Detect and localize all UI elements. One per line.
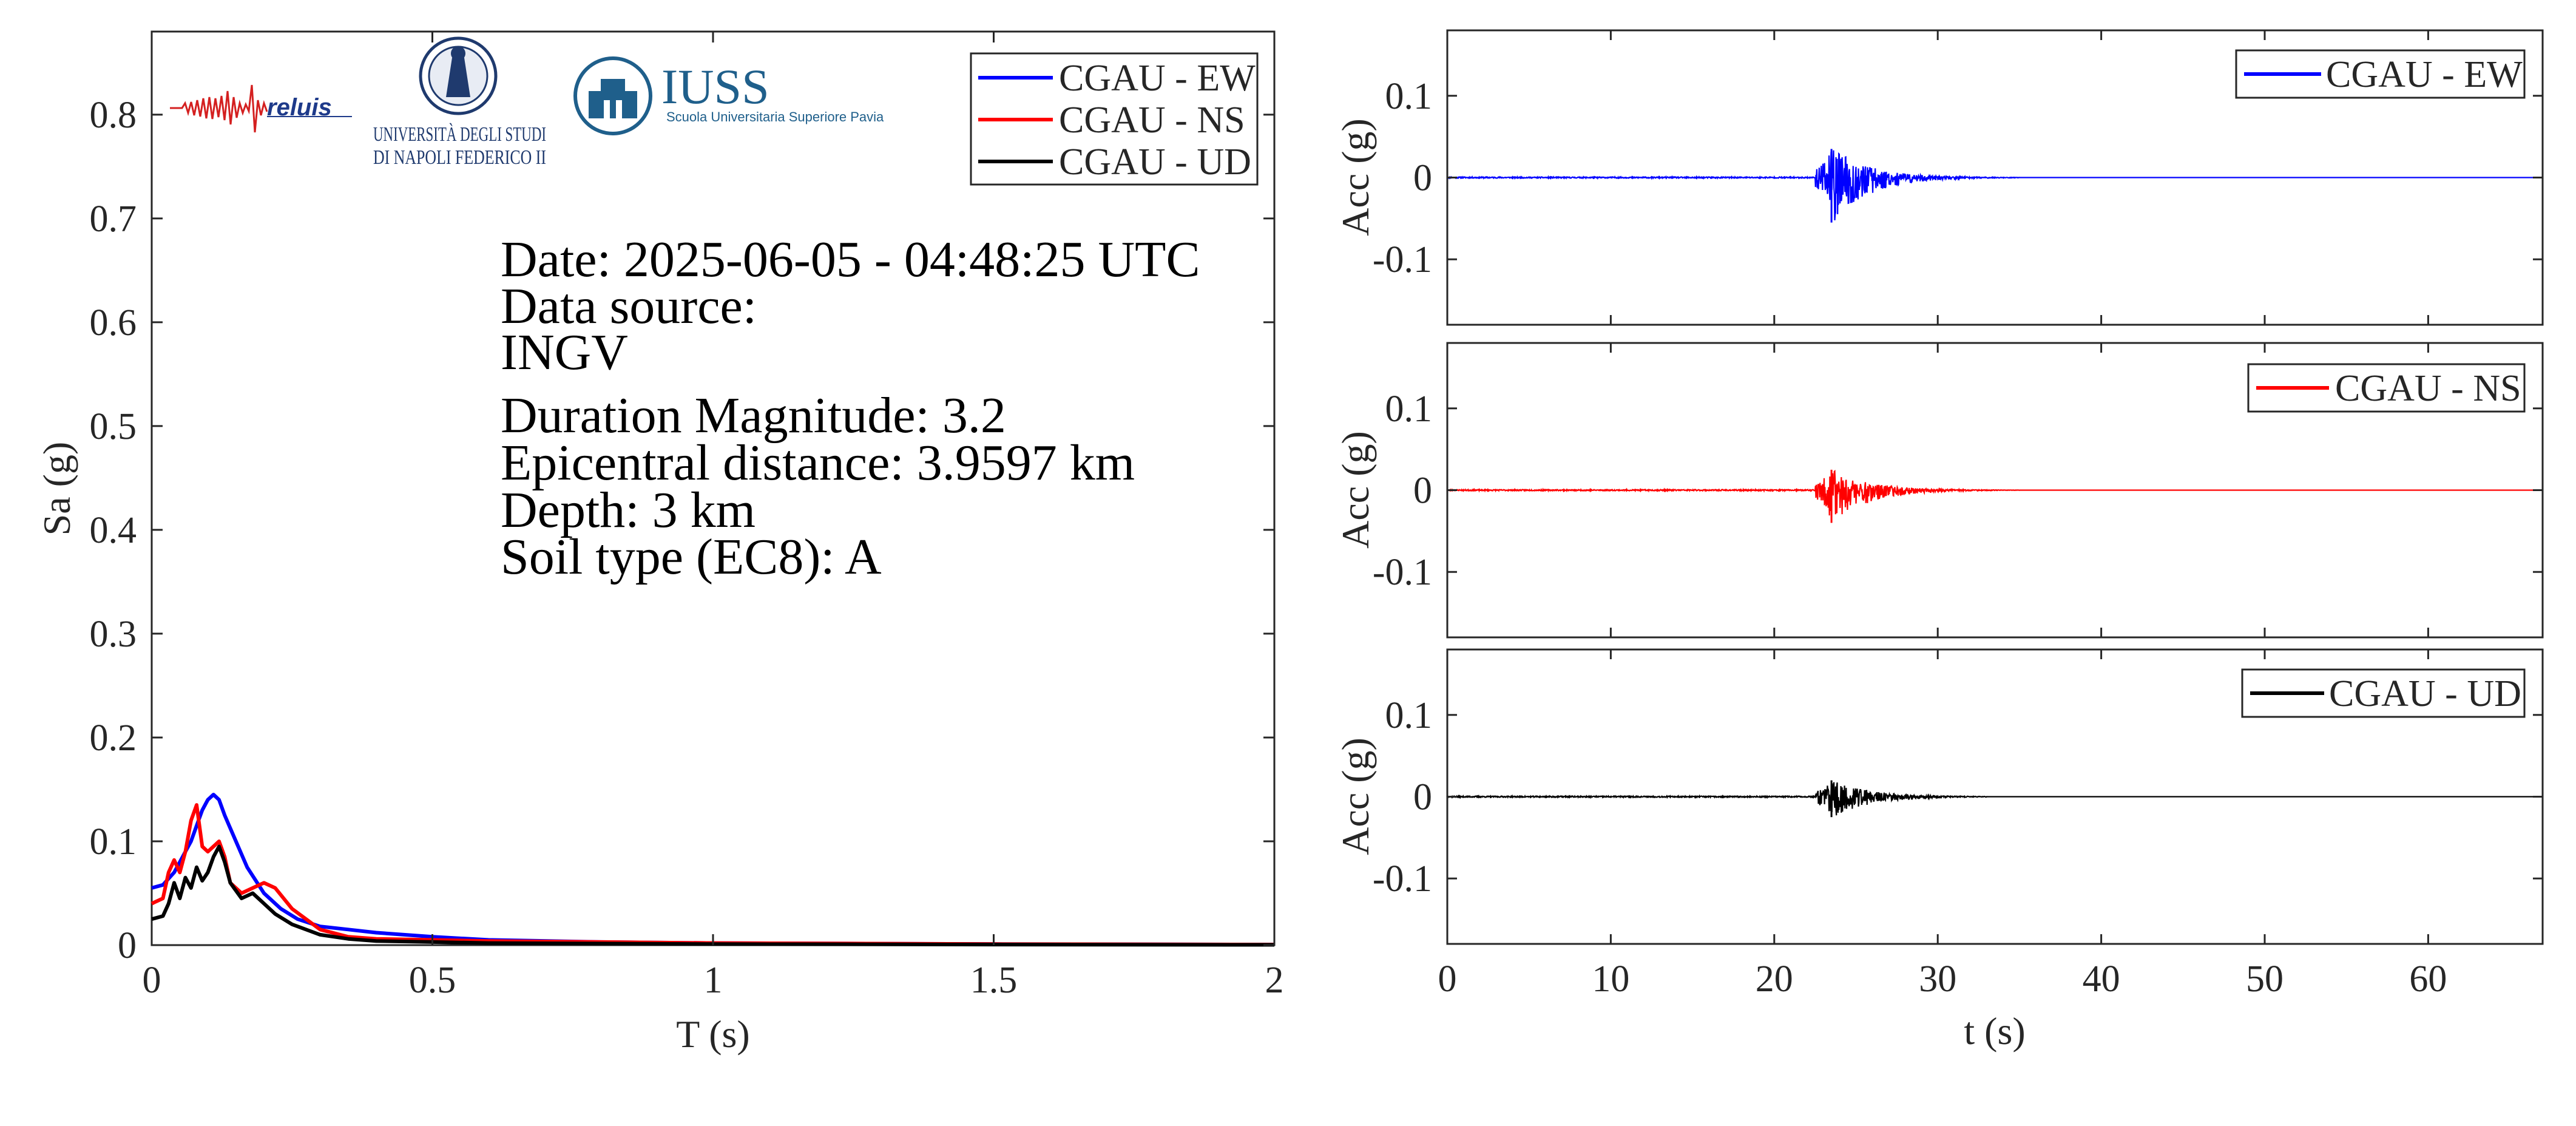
legend-label-ew: CGAU - EW (1059, 58, 1256, 99)
spectrum-x-axis-label: T (s) (676, 1012, 749, 1056)
accelerogram-ud-chart: 0 10 20 30 40 50 60 -0.1 0 0.1 Acc (g) t (s) CGAU… (1334, 648, 2544, 1053)
accelerogram-ud-legend: CGAU - UD (2241, 668, 2526, 718)
legend-label: CGAU - EW (2326, 54, 2523, 95)
accelerogram-ew-trace (1447, 149, 2543, 223)
y-tick-label: 0.1 (90, 821, 137, 863)
accelerogram-ns-y-axis-label: Acc (g) (1334, 431, 1377, 549)
event-info-block: Date: 2025-06-05 - 04:48:25 UTC Data sou… (501, 231, 1200, 585)
y-tick-label: 0 (1413, 158, 1432, 199)
spectrum-series-line (151, 844, 1275, 947)
accelerogram-ns-chart: -0.1 0 0.1 Acc (g) CGAU - NS (1334, 342, 2544, 639)
acceleration-trace-line (1447, 150, 2543, 220)
y-tick-label: 0.7 (90, 198, 137, 240)
y-tick-label: 0.4 (90, 510, 137, 551)
x-tick-label: 40 (2083, 958, 2120, 1000)
accelerogram-ew-chart: -0.1 0 0.1 Acc (g) CGAU - EW (1334, 29, 2544, 326)
acceleration-trace-line (1447, 782, 2543, 816)
iuss-logo-subtitle: Scuola Universitaria Superiore Pavia (666, 109, 884, 124)
reluis-logo: reluis (170, 84, 352, 133)
spectrum-y-axis-label: Sa (g) (35, 442, 78, 536)
accelerogram-ns-trace (1447, 469, 2543, 523)
accelerogram-ud-trace (1447, 780, 2543, 818)
info-data-source-value: INGV (501, 324, 628, 381)
info-data-source-label: Data source: (501, 278, 757, 334)
spectrum-legend: CGAU - EW CGAU - NS CGAU - UD (970, 52, 1259, 186)
x-tick-label: 0.5 (409, 960, 456, 1001)
info-soil-type: Soil type (EC8): A (501, 529, 882, 585)
accelerogram-ew-ticks: -0.1 0 0.1 (1373, 30, 2543, 325)
y-tick-label: 0.3 (90, 614, 137, 655)
reluis-logo-waveform (170, 84, 268, 133)
x-tick-label: 1.5 (970, 960, 1018, 1001)
unina-logo-line1: UNIVERSITÀ DEGLI STUDI (373, 123, 546, 146)
iuss-logo-title: IUSS (661, 59, 769, 114)
unina-logo-line2: DI NAPOLI FEDERICO II (373, 146, 546, 169)
x-tick-label: 60 (2409, 958, 2447, 1000)
y-tick-label: -0.1 (1373, 858, 1432, 900)
y-tick-label: 0 (1413, 777, 1432, 818)
x-tick-label: 0 (143, 960, 161, 1001)
y-tick-label: -0.1 (1373, 239, 1432, 280)
y-tick-label: 0.6 (90, 302, 137, 344)
accelerogram-ew-legend: CGAU - EW (2235, 49, 2526, 99)
y-tick-label: 0.1 (1385, 695, 1433, 736)
y-tick-label: 0.8 (90, 95, 137, 136)
y-tick-label: 0 (118, 925, 137, 966)
accelerogram-ud-y-axis-label: Acc (g) (1334, 738, 1377, 855)
x-tick-label: 30 (1919, 958, 1956, 1000)
acceleration-trace-line (1447, 469, 2543, 516)
legend-label-ud: CGAU - UD (1059, 141, 1251, 183)
accelerogram-ud-ticks: 0 10 20 30 40 50 60 -0.1 0 0.1 (1373, 649, 2543, 1000)
x-tick-label: 20 (1756, 958, 1793, 1000)
y-tick-label: 0.5 (90, 406, 137, 447)
spectrum-axis-ticks: 0 0.5 1 1.5 2 0 0.1 0.2 0.3 0.4 0.5 0.6 0.7 0.8 (90, 32, 1284, 1001)
x-tick-label: 10 (1592, 958, 1629, 1000)
x-tick-label: 50 (2246, 958, 2284, 1000)
x-tick-label: 0 (1438, 958, 1457, 1000)
info-epicentral-distance: Epicentral distance: 3.9597 km (501, 435, 1135, 491)
iuss-logo: IUSS Scuola Universitaria Superiore Pavi… (573, 56, 884, 135)
y-tick-label: 0.1 (1385, 76, 1433, 117)
accelerogram-x-axis-label: t (s) (1964, 1009, 2025, 1053)
spectrum-lines (150, 793, 1275, 947)
info-depth: Depth: 3 km (501, 482, 756, 538)
info-date: Date: 2025-06-05 - 04:48:25 UTC (501, 231, 1200, 288)
x-tick-label: 2 (1265, 960, 1284, 1001)
y-tick-label: 0.1 (1385, 388, 1433, 430)
legend-label: CGAU - NS (2335, 368, 2521, 409)
y-tick-label: 0 (1413, 470, 1432, 512)
info-duration-magnitude: Duration Magnitude: 3.2 (501, 387, 1006, 444)
legend-label-ns: CGAU - NS (1059, 100, 1245, 141)
y-tick-label: -0.1 (1373, 552, 1432, 593)
accelerogram-ew-y-axis-label: Acc (g) (1334, 118, 1377, 236)
legend-label: CGAU - UD (2329, 673, 2521, 714)
accelerogram-ns-legend: CGAU - NS (2247, 363, 2526, 413)
unina-logo: UNIVERSITÀ DEGLI STUDI DI NAPOLI FEDERIC… (373, 36, 546, 169)
y-tick-label: 0.2 (90, 717, 137, 759)
response-spectrum-chart: 0 0.5 1 1.5 2 0 0.1 0.2 0.3 0.4 0.5 0.6 0.7 0.8 T (s)… (35, 30, 1284, 1056)
accelerogram-ns-ticks: -0.1 0 0.1 (1373, 343, 2543, 637)
x-tick-label: 1 (704, 960, 723, 1001)
